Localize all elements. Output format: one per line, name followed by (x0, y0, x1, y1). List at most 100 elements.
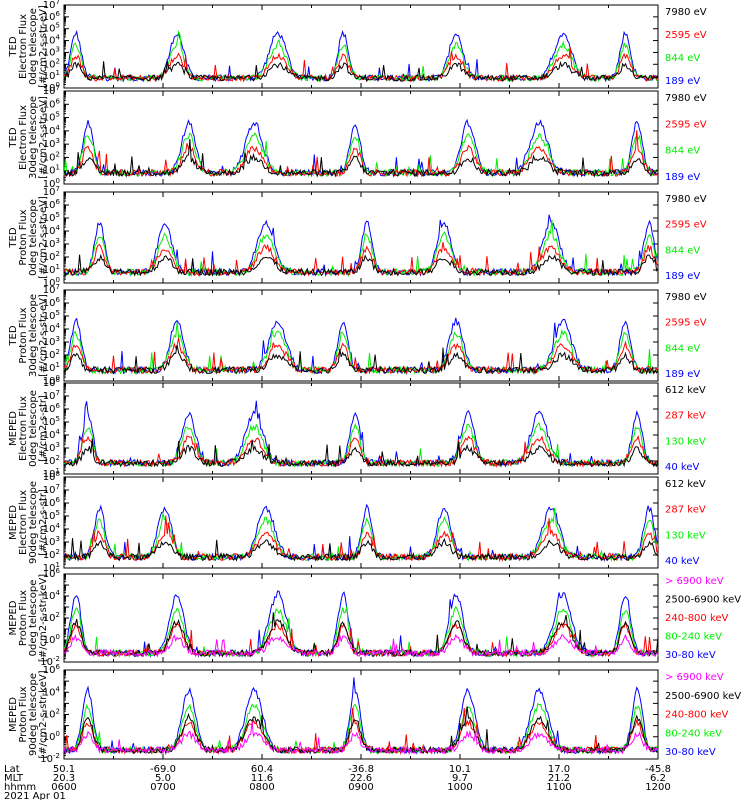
ylabel-line: [#/cm2-s-str-eV] (38, 294, 49, 377)
y-tick-exponent: 0 (56, 276, 60, 284)
ylabel-line: Electron Flux (18, 396, 29, 461)
y-tick-exponent: 7 (56, 483, 60, 491)
ylabel-line: 30deg telescope (28, 96, 39, 179)
legend-entry: 2595 eV (665, 119, 707, 130)
y-tick-exponent: 6 (56, 198, 61, 206)
x-tick-label-hhmm: 1100 (546, 782, 571, 793)
y-tick-exponent: 2 (56, 57, 60, 65)
legend-entry: 30-80 keV (665, 747, 716, 758)
x-tick-label-mlt: 11.6 (251, 773, 273, 784)
x-tick-label-mlt: 22.6 (350, 773, 372, 784)
y-tick-exponent: 5 (56, 509, 60, 517)
ylabel-line: 0deg telescope (28, 390, 39, 467)
series-line (63, 590, 659, 658)
legend-entry: 2500-6900 keV (665, 595, 741, 606)
x-row-label: hhmm (4, 782, 36, 793)
x-tick-label-mlt: 9.7 (452, 773, 468, 784)
legend-entry: 130 keV (665, 530, 706, 541)
panel-ylabel: TEDElectron Flux30deg telescope[#/cm2-s-… (8, 96, 49, 179)
y-tick-exponent: 6 (56, 496, 61, 504)
ylabel-line: [#/cm2-s-str-keV] (38, 574, 49, 662)
legend-entry: 7980 eV (665, 7, 707, 18)
ylabel-line: Proton Flux (18, 307, 29, 363)
panel-ylabel: MEPEDElectron Flux0deg telescope[#/cm2-s… (8, 390, 49, 467)
y-tick-exponent: 4 (56, 428, 61, 436)
legend-entry: > 6900 keV (665, 576, 724, 587)
ylabel-line: [#/cm2-s-str] (38, 395, 49, 462)
y-tick-exponent: -2 (53, 752, 60, 760)
series-line (63, 702, 659, 755)
x-tick-label-lat: -69.0 (150, 764, 176, 775)
legend-entry: 844 eV (665, 343, 700, 354)
series-line (63, 706, 659, 756)
x-row-label: MLT (4, 773, 24, 784)
series-line (63, 317, 659, 376)
legend-entry: 844 eV (665, 146, 700, 157)
series-line (63, 503, 659, 562)
y-tick-exponent: 3 (56, 45, 60, 53)
ylabel-line: 90deg telescope (28, 673, 39, 756)
y-tick-exponent: 0 (56, 177, 60, 185)
ylabel-line: Electron Flux (18, 105, 29, 170)
ylabel-line: [#/cm2-s-str-eV] (38, 196, 49, 279)
x-tick-label-hhmm: 0600 (51, 782, 76, 793)
ylabel-line: [#/cm2-s-str-keV] (38, 670, 49, 758)
series-line (63, 605, 659, 659)
y-tick-exponent: 4 (56, 34, 61, 42)
legend-entry: 189 eV (665, 76, 700, 87)
y-tick-exponent: 3 (56, 137, 60, 145)
y-tick-exponent: 0 (56, 730, 60, 738)
ylabel-line: 0deg telescope (28, 580, 39, 657)
ylabel-line: TED (8, 36, 19, 57)
ylabel-line: Electron Flux (18, 490, 29, 555)
legend-entry: 2500-6900 keV (665, 691, 741, 702)
x-tick-label-lat: -45.8 (645, 764, 671, 775)
series-line (63, 253, 659, 277)
y-tick-exponent: 1 (56, 361, 60, 369)
y-tick-exponent: 0 (56, 81, 60, 89)
y-tick-exponent: 6 (56, 10, 61, 18)
y-tick-exponent: 1 (56, 263, 60, 271)
panel-ylabel: TEDProton Flux30deg telescope[#/cm2-s-st… (8, 294, 49, 377)
y-tick-exponent: 3 (56, 335, 60, 343)
legend-entry: 80-240 keV (665, 632, 722, 643)
y-tick-exponent: 6 (56, 402, 61, 410)
y-tick-label: 107 (43, 283, 60, 296)
y-tick-exponent: 6 (56, 567, 61, 575)
y-tick-exponent: 4 (56, 322, 61, 330)
series-line (63, 242, 659, 277)
y-tick-exponent: 1 (56, 467, 60, 475)
panel-ylabel: TEDProton Flux0deg telescope[#/cm2-s-str… (8, 196, 49, 279)
y-tick-exponent: 2 (56, 548, 60, 556)
x-tick-label-lat: 50.1 (53, 764, 75, 775)
x-tick-label-hhmm: 1200 (645, 782, 670, 793)
x-row-label: 2021 Apr 01 (4, 791, 66, 800)
y-tick-exponent: 7 (56, 389, 60, 397)
legend-entry: 40 keV (665, 462, 699, 473)
y-tick-exponent: 1 (56, 561, 60, 569)
y-tick-exponent: 2 (56, 454, 60, 462)
legend-entry: 612 keV (665, 479, 706, 490)
series-line (63, 214, 659, 278)
y-tick-exponent: 7 (56, 84, 60, 92)
y-tick-exponent: 6 (56, 296, 61, 304)
ylabel-line: MEPED (8, 697, 19, 732)
legend-entry: 130 keV (665, 436, 706, 447)
x-tick-label-mlt: 6.2 (650, 773, 666, 784)
legend-entry: 287 keV (665, 505, 706, 516)
y-tick-exponent: 5 (56, 415, 60, 423)
legend-entry: 189 eV (665, 369, 700, 380)
ylabel-line: Electron Flux (18, 14, 29, 79)
y-tick-exponent: 2 (56, 150, 60, 158)
panel-ylabel: MEPEDElectron Flux90deg telescope[#/cm2-… (8, 481, 49, 564)
y-tick-exponent: 7 (56, 0, 60, 6)
series-line (63, 537, 659, 562)
y-tick-exponent: 6 (56, 97, 61, 105)
series-line (63, 60, 659, 83)
legend-entry: 287 keV (665, 411, 706, 422)
